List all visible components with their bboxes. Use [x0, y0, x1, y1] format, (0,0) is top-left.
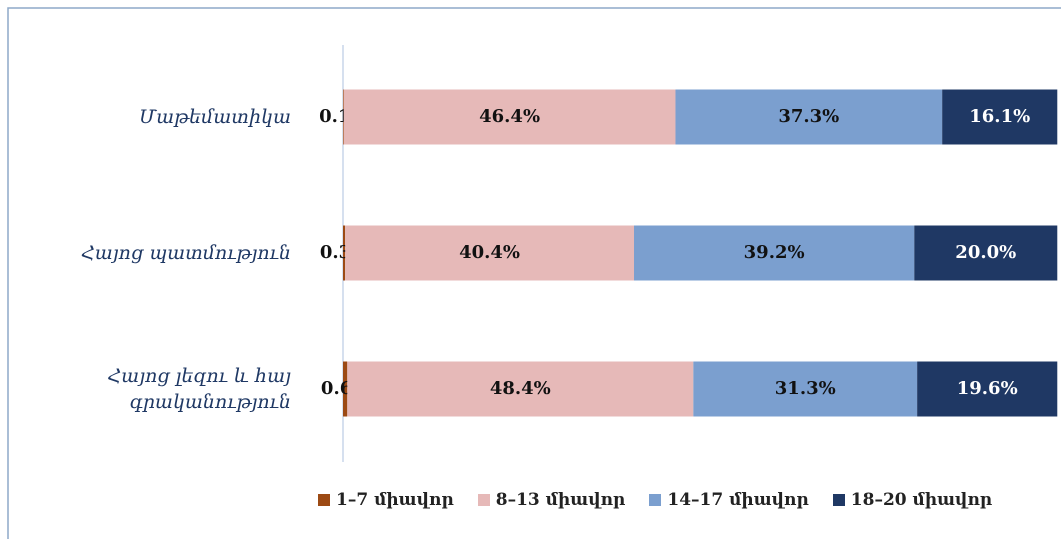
bar-segment [347, 361, 694, 417]
data-label: 37.3% [778, 106, 839, 127]
legend-item: 1–7 միավոր [318, 490, 454, 510]
data-label: 39.2% [744, 242, 805, 263]
data-label: 46.4% [479, 106, 540, 127]
legend: 1–7 միավոր 8–13 միավոր 14–17 միավոր 18–20 մ… [318, 490, 992, 510]
legend-item: 14–17 միավոր [649, 490, 809, 510]
data-label: 19.6% [957, 378, 1018, 399]
bar-segment [942, 89, 1058, 145]
category-label: Մաթեմատիկա [139, 106, 291, 128]
legend-item: 8–13 միավոր [477, 490, 626, 510]
legend-label: 1–7 միավոր [336, 490, 454, 510]
bar-segment [345, 225, 635, 281]
legend-swatch [477, 494, 490, 506]
legend-swatch [832, 494, 845, 506]
category-label: Հայոց պատմություն [81, 242, 291, 264]
bar-segment [634, 225, 915, 281]
bar-segment [914, 225, 1058, 281]
data-label: 31.3% [775, 378, 836, 399]
legend-item: 18–20 միավոր [832, 490, 993, 510]
legend-label: 8–13 միավոր [495, 490, 626, 510]
legend-label: 14–17 միավոր [667, 490, 809, 510]
frame [7, 7, 1061, 539]
data-label: 48.4% [490, 378, 551, 399]
bar-segment [343, 89, 676, 145]
data-label: 16.1% [969, 106, 1030, 127]
bar-segment [675, 89, 943, 145]
bar-segment [343, 361, 348, 417]
category-label: Հայոց լեզու և հայ գրականություն [107, 365, 291, 413]
legend-label: 18–20 միավոր [850, 490, 993, 510]
data-label: 40.4% [459, 242, 520, 263]
bar-segment [343, 225, 346, 281]
bar-segment [917, 361, 1058, 417]
legend-swatch [649, 494, 662, 506]
legend-swatch [318, 494, 330, 506]
bar-segment [693, 361, 918, 417]
bar-segment [343, 89, 344, 145]
data-label: 20.0% [955, 242, 1016, 263]
